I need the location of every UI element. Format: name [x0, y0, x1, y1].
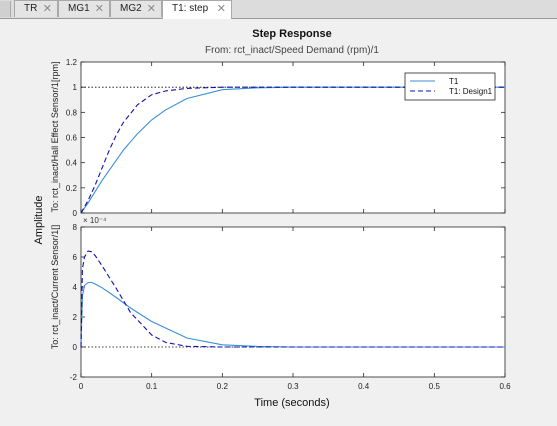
y-tick-label: 0.2 [66, 184, 78, 193]
x-tick-label: 0.1 [146, 382, 158, 391]
step-response-plot[interactable]: Step Response From: rct_inact/Speed Dema… [0, 19, 557, 421]
x-tick-label: 0.2 [217, 382, 229, 391]
tab-mg2[interactable]: MG2 ✕ [110, 0, 162, 17]
tab-scroll-grip[interactable] [0, 1, 11, 17]
x-axis-label: Time (seconds) [254, 397, 329, 409]
tab-label: MG1 [68, 3, 90, 14]
plot-area-2 [80, 226, 506, 378]
y-exponent-label: × 10⁻⁴ [83, 216, 107, 225]
series-line-t1-design1 [80, 86, 505, 214]
y-tick-label: 0.8 [66, 108, 78, 117]
y-tick-label: -2 [70, 373, 78, 382]
x-tick-label: 0.4 [358, 382, 370, 391]
x-tick-label: 0 [79, 382, 84, 391]
tab-bar: TR ✕ MG1 ✕ MG2 ✕ T1: step ✕ [0, 0, 557, 19]
y-tick-label: 0.4 [66, 159, 78, 168]
tab-label: TR [24, 3, 38, 14]
close-icon[interactable]: ✕ [42, 3, 52, 15]
subplot-2-ylabel: To: rct_inact/Current Sensor/1[] [50, 225, 60, 350]
figure-canvas: Step Response From: rct_inact/Speed Dema… [0, 19, 557, 421]
tab-t1-step[interactable]: T1: step ✕ [162, 0, 232, 19]
subplot-1-ylabel: To: rct_inact/Hall Effect Sensor/1[rpm] [50, 62, 60, 213]
y-tick-label: 8 [73, 223, 78, 232]
close-icon[interactable]: ✕ [94, 3, 104, 15]
y-tick-label: 1.2 [66, 58, 78, 67]
x-tick-label: 0.3 [287, 382, 299, 391]
y-tick-label: 6 [73, 253, 78, 262]
chart-title: Step Response [252, 28, 331, 40]
x-tick-label: 0.5 [429, 382, 441, 391]
y-tick-label: 2 [73, 313, 78, 322]
chart-subtitle: From: rct_inact/Speed Demand (rpm)/1 [205, 45, 379, 56]
y-axis-label: Amplitude [33, 196, 45, 245]
tab-mg1[interactable]: MG1 ✕ [58, 0, 110, 17]
legend-entry: T1 [449, 77, 459, 86]
legend-entry: T1: Design1 [449, 87, 493, 96]
tab-tr[interactable]: TR ✕ [14, 0, 58, 17]
tab-label: MG2 [120, 3, 142, 14]
y-tick-label: 4 [73, 283, 78, 292]
y-tick-label: 1 [73, 83, 78, 92]
close-icon[interactable]: ✕ [146, 3, 156, 15]
close-icon[interactable]: ✕ [216, 3, 226, 15]
legend-box [404, 72, 496, 101]
tab-label: T1: step [172, 3, 209, 14]
y-tick-label: 0 [73, 343, 78, 352]
series-line-t1-design1 [80, 250, 505, 348]
x-tick-label: 0.6 [499, 382, 511, 391]
y-tick-label: 0 [73, 209, 78, 218]
y-tick-label: 0.6 [66, 134, 78, 143]
